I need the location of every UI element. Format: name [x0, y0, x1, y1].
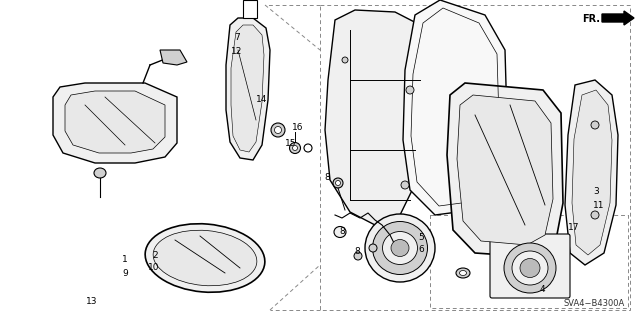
Ellipse shape [456, 268, 470, 278]
Text: 3: 3 [593, 188, 599, 197]
Ellipse shape [591, 211, 599, 219]
Ellipse shape [406, 86, 414, 94]
Text: 2: 2 [152, 250, 157, 259]
FancyBboxPatch shape [490, 234, 570, 298]
Ellipse shape [591, 121, 599, 129]
Bar [243, 0, 257, 18]
Ellipse shape [333, 178, 343, 188]
Text: 12: 12 [231, 47, 243, 56]
Polygon shape [325, 10, 440, 225]
FancyArrow shape [602, 11, 634, 25]
Text: 13: 13 [86, 298, 98, 307]
Ellipse shape [335, 181, 340, 186]
Text: 8: 8 [355, 248, 360, 256]
Ellipse shape [334, 226, 346, 238]
Polygon shape [447, 83, 563, 257]
Ellipse shape [372, 221, 428, 275]
Text: 15: 15 [285, 138, 296, 147]
Text: 16: 16 [292, 123, 303, 132]
Ellipse shape [504, 243, 556, 293]
Ellipse shape [153, 230, 257, 286]
Polygon shape [403, 0, 507, 215]
Ellipse shape [271, 123, 285, 137]
Ellipse shape [292, 145, 298, 151]
Ellipse shape [460, 271, 467, 276]
Ellipse shape [383, 232, 417, 264]
Ellipse shape [512, 251, 548, 285]
Ellipse shape [365, 214, 435, 282]
Ellipse shape [304, 144, 312, 152]
Bar [320, 5, 630, 310]
Polygon shape [226, 18, 270, 160]
Text: 11: 11 [593, 201, 605, 210]
Text: 6: 6 [418, 246, 424, 255]
Ellipse shape [354, 252, 362, 260]
Text: 10: 10 [148, 263, 159, 272]
Text: 8: 8 [324, 174, 330, 182]
Text: 5: 5 [418, 233, 424, 241]
Polygon shape [231, 25, 264, 152]
Ellipse shape [342, 57, 348, 63]
Text: 14: 14 [256, 95, 268, 105]
Text: 4: 4 [540, 286, 546, 294]
Polygon shape [457, 95, 553, 245]
Text: 8: 8 [339, 227, 345, 236]
Ellipse shape [520, 258, 540, 278]
Text: FR.: FR. [582, 14, 600, 24]
Ellipse shape [94, 168, 106, 178]
Text: 1: 1 [122, 256, 128, 264]
Ellipse shape [401, 181, 409, 189]
Text: 7: 7 [234, 33, 240, 42]
Bar [430, 215, 628, 308]
Ellipse shape [275, 127, 282, 133]
Polygon shape [65, 91, 165, 153]
Ellipse shape [391, 240, 409, 256]
Polygon shape [572, 90, 612, 255]
Polygon shape [53, 83, 177, 163]
Ellipse shape [145, 224, 265, 292]
Text: SVA4−B4300A: SVA4−B4300A [564, 299, 625, 308]
Polygon shape [160, 50, 187, 65]
Polygon shape [565, 80, 618, 265]
Ellipse shape [289, 143, 301, 153]
Text: 9: 9 [122, 269, 128, 278]
Ellipse shape [369, 244, 377, 252]
Text: 17: 17 [568, 222, 579, 232]
